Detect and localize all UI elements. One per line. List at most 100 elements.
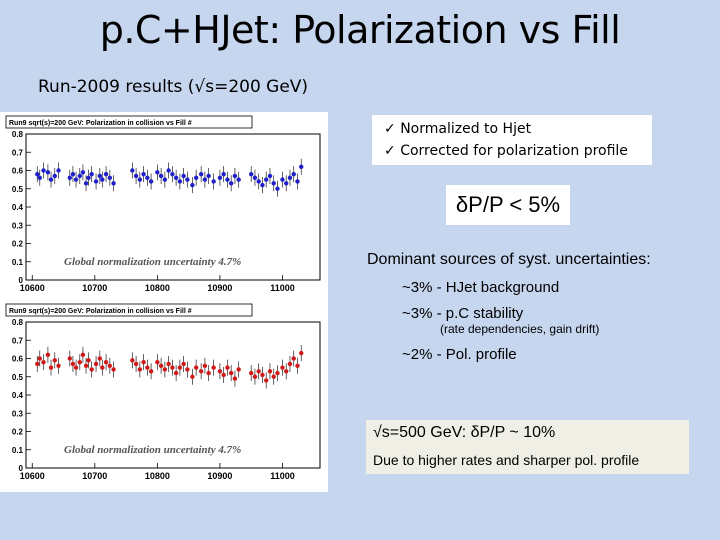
data-point [107,175,113,180]
chart-top: Run9 sqrt(s)=200 GeV: Polarization in co… [5,115,321,293]
chart-title-box [5,303,253,317]
data-point [89,367,94,372]
data-point [73,177,79,182]
data-point [162,177,168,182]
data-point [73,365,79,370]
data-point [97,356,103,361]
data-point [211,365,216,370]
data-point [137,367,143,372]
plot-frame [25,133,321,281]
data-point [97,173,103,179]
plot-frame [25,321,321,469]
data-point [141,359,146,365]
y-tick-label: 0.2 [12,428,24,437]
high-energy-line2: Due to higher rates and sharper pol. pro… [373,452,640,468]
checkmark-icon: ✓ [384,143,396,159]
y-tick-label: 0.1 [12,446,24,455]
data-point [56,363,61,368]
data-point [158,173,164,179]
data-point [217,369,223,374]
data-point [158,363,164,368]
x-tick-label: 11000 [270,471,295,481]
data-point [185,367,190,372]
delta-p-box: δP/P < 5% [446,185,570,225]
x-tick-label: 10800 [145,471,170,481]
data-point [299,164,304,170]
data-point [80,170,86,175]
note-item: ✓ Corrected for polarization profile [384,140,652,162]
data-point [148,369,154,374]
y-tick-label: 0.3 [12,409,24,418]
y-tick-label: 0.2 [12,240,24,249]
data-point [100,365,105,370]
data-point [77,359,82,365]
data-point [93,179,99,184]
data-point [170,171,175,177]
systematics-heading: Dominant sources of syst. uncertainties: [367,251,651,268]
chart-bottom: Run9 sqrt(s)=200 GeV: Polarization in co… [5,303,321,481]
data-point [103,359,109,365]
x-tick-label: 10900 [207,471,232,481]
data-point [280,365,285,370]
data-point [264,378,269,383]
data-point [228,370,234,376]
data-point [111,181,116,186]
data-point [202,177,208,182]
data-point [252,175,258,180]
data-point [267,173,273,179]
data-point [267,369,273,374]
data-point [173,370,179,376]
y-tick-label: 0.5 [12,185,24,194]
y-tick-label: 0.6 [12,167,24,176]
data-point [45,352,51,358]
y-tick-label: 0.1 [12,258,24,267]
data-point [190,374,195,379]
data-point [56,168,61,173]
data-point [93,361,99,367]
data-point [145,365,150,370]
data-point [37,356,42,361]
y-tick-label: 0.8 [12,130,24,139]
data-point [166,361,171,367]
data-point [206,173,211,179]
chart-title-box [5,115,253,129]
checkmark-icon: ✓ [384,121,396,137]
data-point [177,365,183,370]
data-point [130,168,135,173]
slide-subtitle: Run-2009 results (√s=200 GeV) [38,77,309,97]
data-point [202,363,208,368]
data-point [260,372,265,378]
data-point [236,177,241,182]
data-point [181,173,186,179]
data-point [299,350,304,356]
data-point [166,168,171,173]
data-point [295,363,300,368]
data-point [295,179,300,184]
data-point [190,182,195,188]
data-point [80,352,86,358]
data-point [170,365,175,370]
data-point [148,179,154,184]
data-point [145,175,150,180]
data-point [41,168,46,173]
data-point [177,179,183,184]
data-point [280,177,285,182]
data-point [41,359,46,365]
data-point [248,171,254,177]
data-point [198,369,204,374]
data-point [155,170,160,175]
data-point [67,175,72,180]
data-point [198,171,204,177]
slide-title: p.C+HJet: Polarization vs Fill [99,8,621,52]
data-point [225,365,230,370]
data-point [248,370,254,376]
notes-box: ✓ Normalized to Hjet ✓ Corrected for pol… [372,115,652,165]
data-point [48,365,54,370]
note-text: Normalized to Hjet [400,121,532,137]
y-tick-label: 0 [19,464,24,473]
data-point [48,177,54,182]
chart-annotation: Global normalization uncertainty 4.7% [64,256,241,268]
data-point [86,175,91,180]
data-point [228,181,234,186]
data-point [52,358,57,363]
